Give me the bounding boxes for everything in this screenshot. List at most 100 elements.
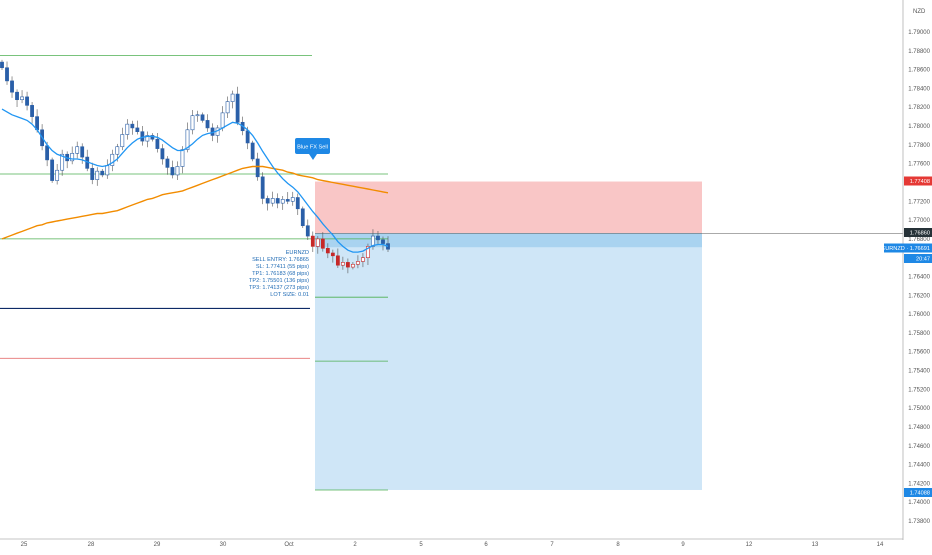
candle-body xyxy=(321,239,324,248)
candle-body xyxy=(121,135,124,147)
trade-info-line: TP3: 1.74137 (273 pips) xyxy=(249,285,309,291)
trade-info-panel: EURNZD SELL ENTRY: 1.76865 SL: 1.77411 (… xyxy=(249,250,309,298)
candle-body xyxy=(361,258,364,262)
candle-body xyxy=(171,167,174,175)
candle-body xyxy=(181,150,184,167)
signal-label: Blue FX Sell xyxy=(297,145,328,151)
candle-body xyxy=(10,81,13,92)
candle-body xyxy=(316,239,319,247)
signal-bubble[interactable]: Blue FX Sell xyxy=(295,138,330,160)
candle-body xyxy=(281,199,284,203)
time-tick-label: 29 xyxy=(154,542,161,548)
current-price-tag-label: EURNZD · 1.76691 xyxy=(882,246,931,252)
time-tick-label: 9 xyxy=(681,542,685,548)
price-tick-label: 1.78400 xyxy=(908,86,930,92)
price-tick-label: 1.77600 xyxy=(908,162,930,168)
candle-body xyxy=(276,198,279,203)
entry-price-tag: 1.76860 xyxy=(904,228,932,237)
price-tick-label: 1.74000 xyxy=(908,500,930,506)
candle-body xyxy=(236,94,239,122)
price-tick-label: 1.76000 xyxy=(908,312,930,318)
trade-info-line: TP2: 1.75501 (136 pips) xyxy=(249,278,309,284)
candle-body xyxy=(191,116,194,130)
price-tick-label: 1.78600 xyxy=(908,68,930,74)
candle-body xyxy=(376,236,379,240)
candle-body xyxy=(96,171,99,179)
trade-zones xyxy=(315,182,702,490)
candle-body xyxy=(206,120,209,128)
take-profit-zone xyxy=(315,233,702,490)
candle-body xyxy=(116,147,119,155)
tp3-price-tag: 1.74088 xyxy=(904,488,932,497)
countdown-tag-label: 20:47 xyxy=(916,257,930,263)
price-axis[interactable]: NZD 1.79000 1.78800 1.78600 1.78400 1.78200 1… xyxy=(882,0,932,540)
candle-body xyxy=(221,113,224,128)
time-tick-label: 6 xyxy=(484,542,488,548)
time-tick-label: 2 xyxy=(353,542,357,548)
candle-body xyxy=(126,124,129,134)
candle-body xyxy=(5,68,8,81)
price-tick-label: 1.75200 xyxy=(908,387,930,393)
tp3-price-tag-label: 1.74088 xyxy=(910,491,930,497)
price-tick-label: 1.75000 xyxy=(908,406,930,412)
price-tick-label: 1.75600 xyxy=(908,350,930,356)
candle-body xyxy=(161,149,164,159)
candle-body xyxy=(30,105,33,116)
time-tick-label: 25 xyxy=(21,542,28,548)
currency-label: NZD xyxy=(913,9,926,15)
candle-body xyxy=(156,139,159,148)
price-tick-label: 1.75800 xyxy=(908,331,930,337)
candle-body xyxy=(336,256,339,265)
candle-body xyxy=(56,170,59,180)
trade-info-line: EURNZD xyxy=(286,250,309,256)
candle-body xyxy=(196,115,199,116)
time-tick-label: 13 xyxy=(812,542,819,548)
candle-body xyxy=(306,226,309,236)
time-tick-label: 12 xyxy=(746,542,753,548)
time-tick-label: 8 xyxy=(616,542,620,548)
price-tick-label: 1.74600 xyxy=(908,444,930,450)
candle-body xyxy=(286,199,289,201)
candle-body xyxy=(76,147,79,154)
candle-body xyxy=(81,147,84,157)
price-tick-label: 1.78800 xyxy=(908,49,930,55)
candle-body xyxy=(71,153,74,161)
candle-body xyxy=(261,177,264,199)
price-tick-label: 1.77800 xyxy=(908,143,930,149)
signal-bubble-pointer xyxy=(309,154,317,160)
candle-body xyxy=(166,159,169,167)
sl-price-tag: 1.77408 xyxy=(904,177,932,186)
current-price-tag: EURNZD · 1.76691 20:47 xyxy=(882,244,932,264)
candle-body xyxy=(0,62,3,68)
time-tick-label: 7 xyxy=(550,542,554,548)
candle-body xyxy=(346,262,349,267)
price-tick-label: 1.73800 xyxy=(908,519,930,525)
candle-body xyxy=(381,240,384,244)
price-tick-label: 1.77200 xyxy=(908,199,930,205)
candle-body xyxy=(231,94,234,102)
trade-info-line: SELL ENTRY: 1.76865 xyxy=(252,257,309,263)
candle-body xyxy=(91,168,94,179)
price-tick-label: 1.79000 xyxy=(908,30,930,36)
price-tick-label: 1.74200 xyxy=(908,481,930,487)
price-tick-label: 1.78200 xyxy=(908,105,930,111)
candle-body xyxy=(251,143,254,159)
time-tick-label: 28 xyxy=(88,542,95,548)
price-tick-label: 1.76200 xyxy=(908,293,930,299)
time-tick-label: 5 xyxy=(419,542,423,548)
candle-body xyxy=(176,166,179,174)
price-tick-label: 1.76400 xyxy=(908,275,930,281)
candle-body xyxy=(271,198,274,203)
candle-body xyxy=(331,253,334,256)
time-tick-label: 14 xyxy=(877,542,884,548)
price-tick-label: 1.74800 xyxy=(908,425,930,431)
stop-loss-zone xyxy=(315,182,702,234)
trade-info-line: SL: 1.77411 (55 pips) xyxy=(256,264,309,270)
candle-body xyxy=(51,160,54,181)
entry-price-tag-label: 1.76860 xyxy=(910,231,930,237)
candle-body xyxy=(201,115,204,121)
time-tick-label: 30 xyxy=(220,542,227,548)
